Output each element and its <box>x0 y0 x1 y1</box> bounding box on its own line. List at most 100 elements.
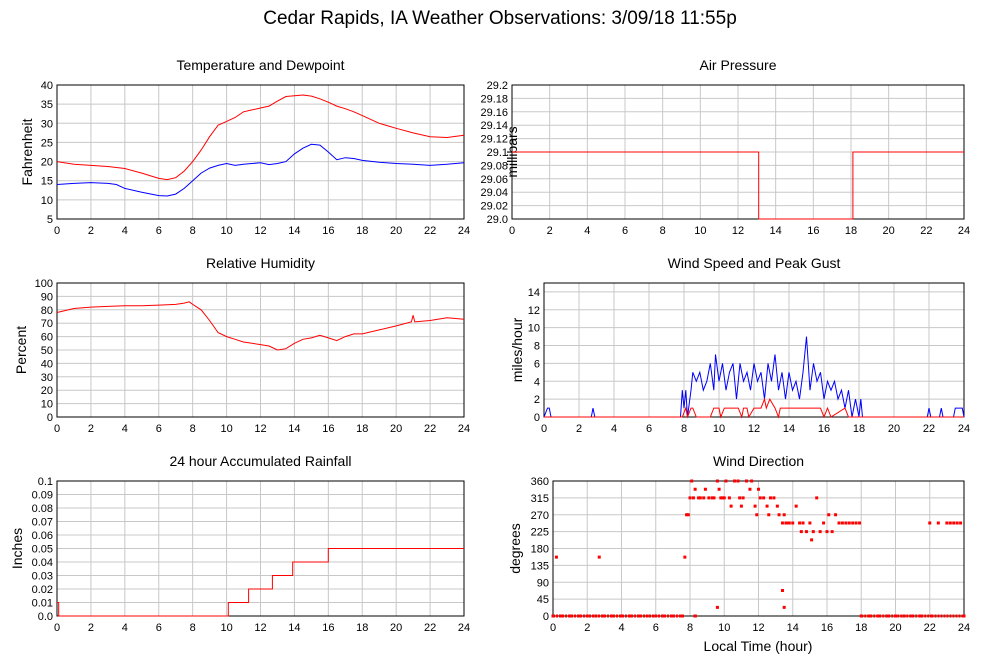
y-tick-label: 0 <box>47 412 53 424</box>
x-tick-label: 4 <box>618 622 624 634</box>
y-tick-label: 50 <box>41 345 53 357</box>
y-tick-label: 45 <box>537 594 549 606</box>
x-tick-label: 10 <box>718 622 730 634</box>
wind-direction-point <box>868 614 872 618</box>
y-tick-label: 29.0 <box>487 214 508 226</box>
y-tick-label: 8 <box>534 341 540 353</box>
x-tick-label: 16 <box>807 225 819 237</box>
x-tick-label: 4 <box>122 423 128 435</box>
x-tick-label: 6 <box>156 225 162 237</box>
x-tick-label: 12 <box>732 225 744 237</box>
wind-direction-point <box>724 479 728 483</box>
dir-frame <box>552 480 965 617</box>
wind-direction-point <box>830 530 834 534</box>
y-tick-label: 100 <box>35 278 53 290</box>
wind-direction-point <box>837 521 841 525</box>
y-tick-label: 0.09 <box>32 490 53 502</box>
x-tick-label: 20 <box>888 423 900 435</box>
temp-title: Temperature and Dewpoint <box>176 57 344 73</box>
wind-direction-point <box>876 614 880 618</box>
x-tick-label: 6 <box>156 423 162 435</box>
y-tick-label: 0.04 <box>32 557 53 569</box>
y-tick-label: 90 <box>41 291 53 303</box>
wind-direction-point <box>840 521 844 525</box>
rh-title: Relative Humidity <box>206 255 315 271</box>
wind-direction-point <box>851 521 855 525</box>
x-tick-label: 24 <box>958 225 970 237</box>
wind-direction-point <box>765 504 769 508</box>
wind-direction-point <box>818 530 822 534</box>
x-tick-label: 0 <box>541 423 547 435</box>
y-tick-label: 360 <box>531 476 549 488</box>
y-tick-label: 30 <box>41 118 53 130</box>
wind-direction-point <box>825 530 829 534</box>
y-tick-label: 29.18 <box>480 93 508 105</box>
wind-direction-point <box>801 521 805 525</box>
wind-direction-point <box>685 513 689 517</box>
wind-direction-point <box>745 479 749 483</box>
wind-direction-point <box>693 487 697 491</box>
y-tick-label: 0.01 <box>32 598 53 610</box>
page-title: Cedar Rapids, IA Weather Observations: 3… <box>263 8 737 29</box>
wind-direction-point <box>560 614 564 618</box>
wind-direction-point <box>755 513 759 517</box>
wind-direction-point <box>719 496 723 500</box>
y-tick-label: 2 <box>534 394 540 406</box>
wind-direction-point <box>748 487 752 491</box>
wind-direction-point <box>722 496 726 500</box>
wind-direction-point <box>780 521 784 525</box>
x-tick-label: 16 <box>821 622 833 634</box>
wind-direction-point <box>727 496 731 500</box>
x-tick-label: 8 <box>687 622 693 634</box>
y-tick-label: 20 <box>41 157 53 169</box>
rh-frame <box>56 282 465 418</box>
wind-direction-point <box>799 530 803 534</box>
x-tick-label: 18 <box>855 622 867 634</box>
y-tick-label: 315 <box>531 493 549 505</box>
wind-series-line <box>544 397 964 419</box>
wind-direction-point <box>772 496 776 500</box>
y-tick-label: 40 <box>41 358 53 370</box>
wind-direction-point <box>808 521 812 525</box>
x-tick-label: 24 <box>958 423 970 435</box>
wind-direction-point <box>847 521 851 525</box>
wind-direction-point <box>715 605 719 609</box>
wind-direction-point <box>834 513 838 517</box>
wind-direction-point <box>815 496 819 500</box>
wind-direction-point <box>959 521 963 525</box>
x-tick-label: 16 <box>818 423 830 435</box>
y-tick-label: 29.06 <box>480 174 508 186</box>
wind-direction-point <box>919 614 923 618</box>
x-tick-label: 22 <box>424 622 436 634</box>
y-tick-label: 0.02 <box>32 584 53 596</box>
wind-direction-point <box>611 614 615 618</box>
x-tick-label: 4 <box>584 225 590 237</box>
x-tick-label: 6 <box>653 622 659 634</box>
x-tick-label: 6 <box>622 225 628 237</box>
x-tick-label: 0 <box>54 423 60 435</box>
y-tick-label: 0.07 <box>32 517 53 529</box>
x-tick-label: 18 <box>356 423 368 435</box>
x-tick-label: 14 <box>288 423 300 435</box>
wind-direction-point <box>928 521 932 525</box>
rain-series-line <box>57 548 464 617</box>
wind-direction-point <box>768 496 772 500</box>
wind-direction-point <box>757 487 760 491</box>
x-tick-label: 14 <box>787 622 799 634</box>
y-tick-label: 270 <box>531 510 549 522</box>
wind-direction-point <box>679 614 683 618</box>
wind-direction-point <box>952 521 956 525</box>
y-tick-label: 4 <box>534 376 540 388</box>
x-tick-label: 24 <box>458 622 470 634</box>
wind-direction-point <box>782 605 786 609</box>
temp-frame <box>56 84 465 220</box>
wind-direction-point <box>782 513 786 517</box>
y-tick-label: 12 <box>528 305 540 317</box>
x-tick-label: 22 <box>424 225 436 237</box>
wind-direction-point <box>686 513 690 517</box>
wind-direction-point <box>844 521 848 525</box>
x-tick-label: 12 <box>254 622 266 634</box>
